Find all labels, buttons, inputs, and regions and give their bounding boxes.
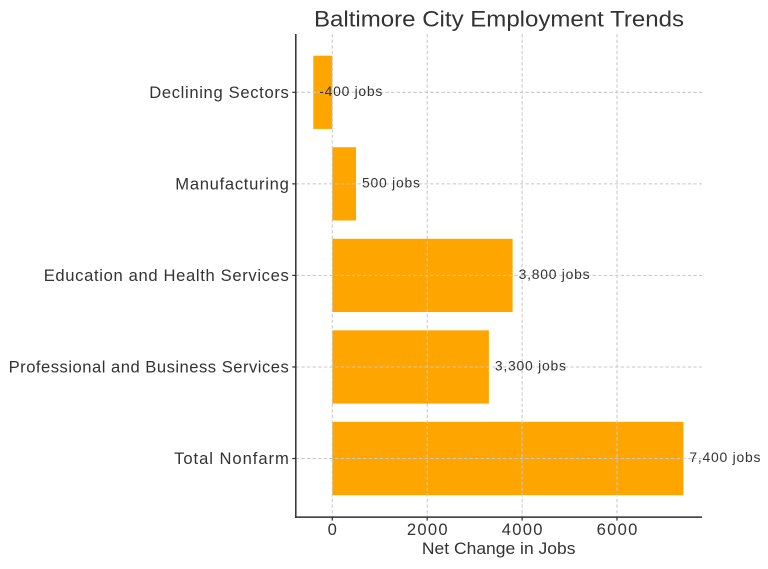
svg-text:2000: 2000 [407, 520, 448, 539]
svg-text:6000: 6000 [597, 520, 638, 539]
svg-text:Total Nonfarm: Total Nonfarm [174, 449, 289, 468]
svg-text:500 jobs: 500 jobs [362, 174, 420, 190]
svg-text:Net Change in Jobs: Net Change in Jobs [422, 539, 576, 558]
svg-text:0: 0 [328, 520, 337, 539]
svg-text:-400 jobs: -400 jobs [319, 83, 382, 99]
svg-text:7,400 jobs: 7,400 jobs [689, 449, 760, 465]
svg-text:Professional and Business Serv: Professional and Business Services [9, 357, 289, 376]
svg-text:Manufacturing: Manufacturing [175, 174, 289, 193]
svg-text:Declining Sectors: Declining Sectors [149, 83, 289, 102]
svg-text:Baltimore City Employment Tren: Baltimore City Employment Trends [314, 7, 684, 32]
svg-text:3,300 jobs: 3,300 jobs [495, 358, 566, 374]
svg-text:3,800 jobs: 3,800 jobs [519, 266, 590, 282]
svg-text:4000: 4000 [502, 520, 543, 539]
svg-text:Education and Health Services: Education and Health Services [44, 266, 289, 285]
